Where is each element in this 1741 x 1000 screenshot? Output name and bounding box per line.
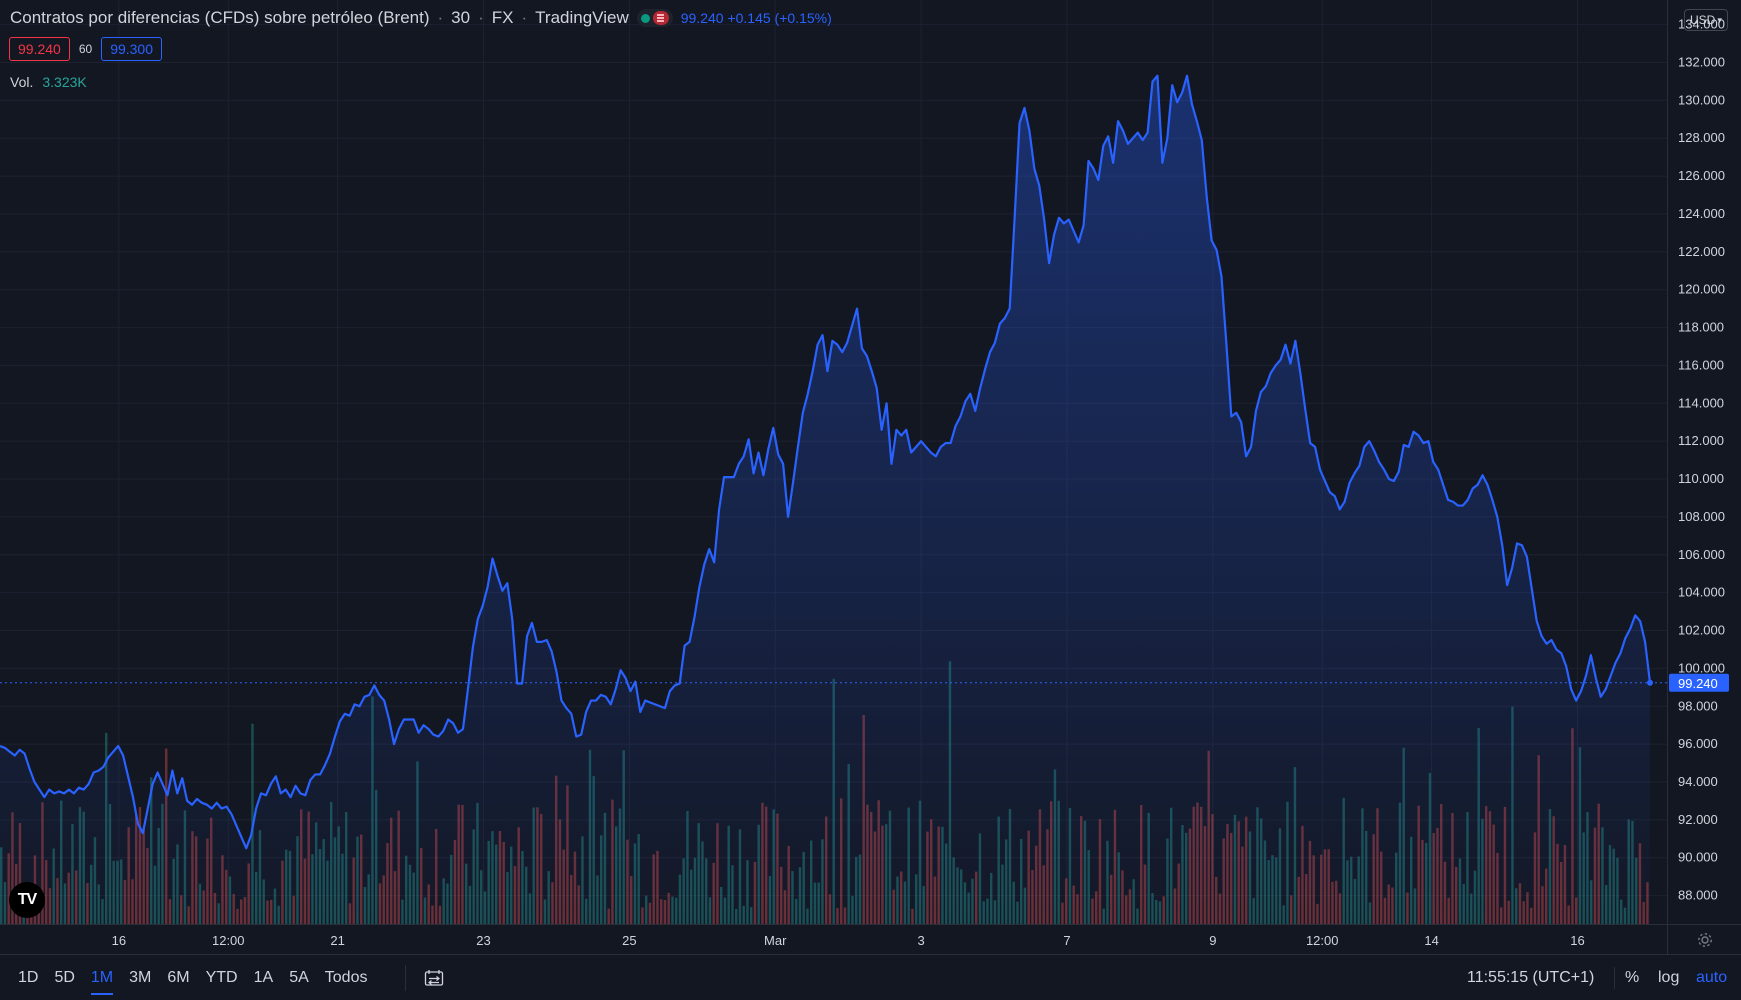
separator: · [437,8,444,27]
price-tick-label: 98.000 [1678,698,1718,713]
price-tick-label: 118.000 [1678,320,1724,335]
range-button-1m[interactable]: 1M [83,955,121,1000]
change-text: +0.145 (+0.15%) [727,10,832,26]
quote-row: 99.240 60 99.300 [9,37,163,61]
price-tick-label: 94.000 [1678,774,1718,789]
price-tick-label: 122.000 [1678,244,1725,259]
price-tick-label: 128.000 [1678,130,1725,145]
chart-legend: Contratos por diferencias (CFDs) sobre p… [10,8,832,28]
price-tick-label: 108.000 [1678,509,1725,524]
price-tick-label: 132.000 [1678,54,1725,69]
time-tick-label: 9 [1209,933,1216,948]
date-range-button[interactable] [405,964,444,991]
volume-legend: Vol. 3.323K [10,74,87,90]
divider [1614,967,1615,989]
buy-button[interactable]: 99.300 [101,37,163,61]
price-tick-label: 120.000 [1678,282,1725,297]
time-tick-label: Mar [764,933,787,948]
price-tick-label: 100.000 [1678,660,1725,675]
range-button-5a[interactable]: 5A [289,968,309,986]
range-button-ytd[interactable]: YTD [205,968,238,986]
time-tick-label: 7 [1063,933,1070,948]
price-tick-label: 92.000 [1678,812,1718,827]
range-button-6m[interactable]: 6M [167,968,190,986]
calendar-range-icon [425,969,444,986]
price-line [0,74,1652,850]
time-axis-labels: 16 12:00 21 23 25 Mar 3 7 9 12:00 14 16 [112,933,1585,948]
price-chart[interactable] [0,0,1667,924]
range-buttons: 1D 5D 1M 3M 6M YTD 1A 5A Todos [10,955,375,1000]
volume-value: 3.323K [42,74,87,90]
price-axis-labels: 134.000 132.000 130.000 128.000 126.000 124.0… [1669,17,1729,903]
range-button-1d[interactable]: 1D [18,968,39,986]
separator: · [478,8,484,27]
price-axis[interactable]: 134.000 132.000 130.000 128.000 126.000 124.0… [1667,0,1741,924]
market-status-icon[interactable] [636,9,673,27]
percent-scale-button[interactable]: % [1625,969,1640,986]
spread-value: 60 [78,42,93,56]
provider-label: TradingView [535,8,629,27]
log-scale-button[interactable]: log [1658,969,1680,986]
time-tick-label: 23 [476,933,490,948]
gear-icon [1697,932,1712,947]
exchange-label: FX [491,8,514,27]
last-price-dot [1647,679,1653,686]
interval-label[interactable]: 30 [451,8,471,27]
bottom-toolbar: 1D 5D 1M 3M 6M YTD 1A 5A Todos 11:55:15 (UTC+1) … [0,954,1741,1000]
separator: · [521,8,528,27]
sell-button[interactable]: 99.240 [9,37,70,61]
time-tick-label: 21 [330,933,344,948]
time-axis[interactable]: 16 12:00 21 23 25 Mar 3 7 9 12:00 14 16 [0,924,1667,954]
price-tick-label: 116.000 [1678,357,1724,372]
chart-settings-button[interactable] [1667,924,1741,954]
price-tick-label: 104.000 [1678,585,1725,600]
tradingview-logo-icon[interactable]: TV [9,882,45,918]
price-tick-label: 110.000 [1678,471,1724,486]
last-price-label-bg [1669,673,1729,692]
time-tick-label: 16 [112,933,126,948]
price-tick-label: 114.000 [1678,395,1724,410]
chart-pane[interactable]: Contratos por diferencias (CFDs) sobre p… [0,0,1667,924]
price-tick-label: 106.000 [1678,547,1725,562]
price-tick-label: 126.000 [1678,168,1725,183]
time-tick-label: 12:00 [1306,933,1339,948]
range-button-1a[interactable]: 1A [253,968,274,986]
price-tick-label: 134.000 [1678,17,1725,32]
symbol-name[interactable]: Contratos por diferencias (CFDs) sobre p… [10,8,430,27]
price-area-fill [0,75,1650,924]
last-price-label: 99.240 [1678,676,1718,691]
time-tick-label: 16 [1570,933,1584,948]
price-tick-label: 102.000 [1678,623,1725,638]
time-tick-label: 14 [1424,933,1438,948]
price-tick-label: 88.000 [1678,888,1718,903]
price-change: 99.240 +0.145 (+0.15%) [681,10,832,26]
price-tick-label: 130.000 [1678,92,1725,107]
price-tick-label: 96.000 [1678,736,1718,751]
timezone-clock[interactable]: 11:55:15 (UTC+1) [1467,969,1595,986]
price-tick-label: 90.000 [1678,850,1718,865]
last-price-text: 99.240 [680,10,724,26]
currency-label: USD [1690,13,1716,27]
range-button-todos[interactable]: Todos [324,968,368,986]
price-tick-label: 124.000 [1678,206,1725,221]
volume-label[interactable]: Vol. [10,74,34,90]
time-tick-label: 25 [622,933,636,948]
chevron-down-icon: ▾ [1717,14,1722,25]
time-tick-label: 3 [917,933,924,948]
time-tick-label: 12:00 [212,933,245,948]
auto-scale-button[interactable]: auto [1696,969,1728,986]
range-button-5d[interactable]: 5D [54,968,75,986]
currency-dropdown[interactable]: USD ▾ [1684,9,1728,31]
price-tick-label: 112.000 [1678,433,1724,448]
range-button-3m[interactable]: 3M [129,968,152,986]
